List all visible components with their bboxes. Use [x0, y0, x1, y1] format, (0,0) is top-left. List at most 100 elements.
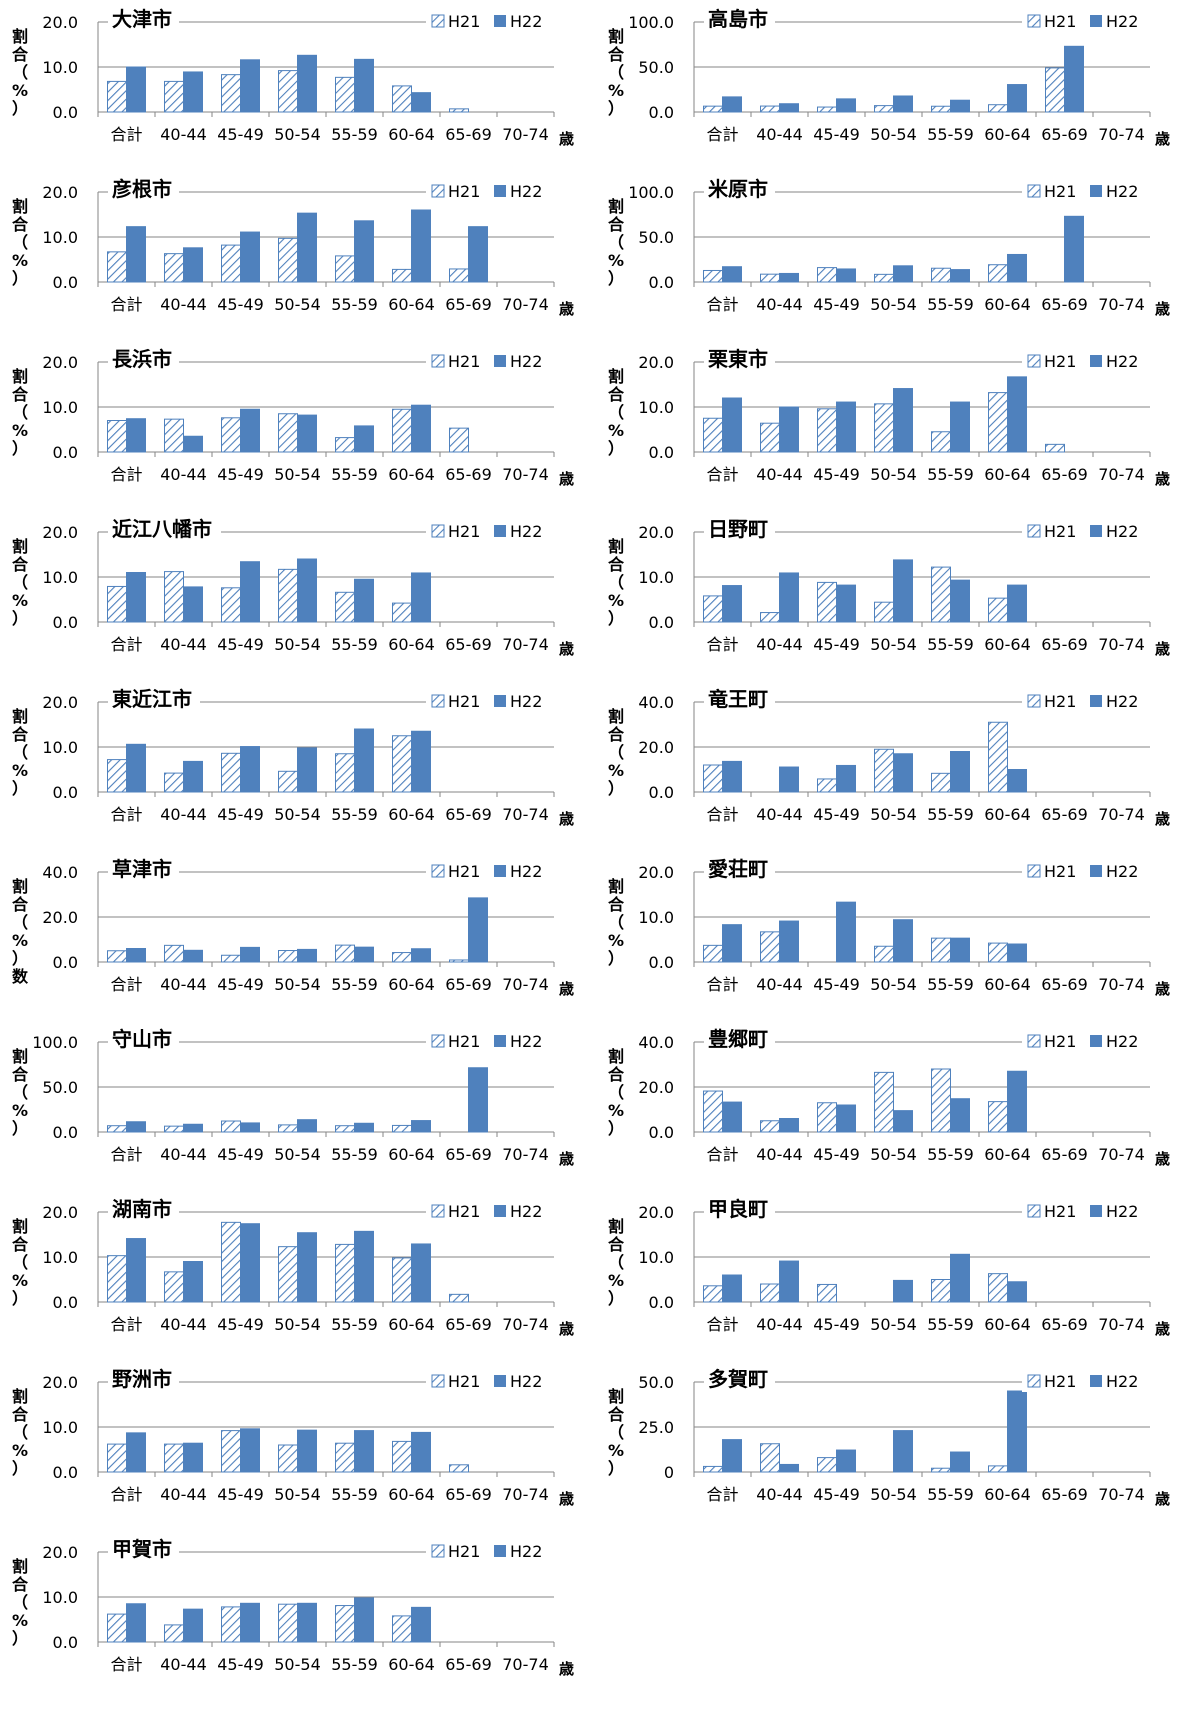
x-tick-label: 70-74 — [1098, 125, 1145, 144]
bar-h22 — [950, 579, 970, 623]
bar-h22 — [1007, 584, 1027, 623]
y-axis-label: % — [12, 761, 28, 780]
y-tick-label: 40.0 — [638, 1033, 674, 1052]
y-axis-label: 数 — [12, 967, 29, 986]
bar-h22 — [297, 558, 317, 623]
bar-h21 — [817, 408, 837, 453]
y-axis-label: ） — [608, 1119, 624, 1138]
x-tick-label: 45-49 — [813, 295, 860, 314]
x-tick-label: 45-49 — [217, 1145, 264, 1164]
y-tick-label: 0.0 — [649, 273, 674, 292]
x-tick-label: 70-74 — [1098, 1315, 1145, 1334]
bar-h22 — [354, 425, 374, 453]
legend-bg — [426, 10, 558, 32]
bar-h22 — [893, 95, 913, 113]
y-tick-label: 100.0 — [628, 183, 674, 202]
bar-h22 — [722, 266, 742, 283]
y-axis-label: ） — [608, 99, 624, 118]
bar-h22 — [183, 1123, 203, 1133]
x-tick-label: 65-69 — [445, 805, 492, 824]
x-unit-label: 歳 — [1155, 130, 1170, 148]
bar-h22 — [893, 753, 913, 793]
x-tick-label: 70-74 — [502, 465, 549, 484]
bar-h22 — [722, 96, 742, 113]
y-axis-label: 合 — [12, 215, 29, 234]
bar-h22 — [893, 388, 913, 453]
bar-h22 — [411, 572, 431, 623]
bar-h22 — [240, 1602, 260, 1643]
legend-label-h21: H21 — [448, 692, 480, 711]
bar-h22 — [722, 397, 742, 453]
legend-swatch-h21 — [1027, 524, 1041, 538]
title-bg — [108, 856, 179, 880]
bar-h21 — [931, 566, 951, 623]
y-axis-label: 割 — [12, 1387, 28, 1406]
bar-h21 — [335, 1442, 355, 1473]
bar-h21 — [392, 952, 412, 963]
y-tick-label: 25.0 — [638, 1418, 674, 1437]
x-tick-label: 55-59 — [927, 1485, 974, 1504]
x-tick-label: 40-44 — [160, 1315, 207, 1334]
y-axis-label: % — [12, 81, 28, 100]
x-tick-label: 60-64 — [984, 635, 1031, 654]
x-tick-label: 70-74 — [502, 635, 549, 654]
x-tick-label: 60-64 — [388, 1315, 435, 1334]
bar-h22 — [183, 949, 203, 963]
y-axis-label: 割 — [608, 877, 624, 896]
y-tick-label: 0.0 — [53, 783, 78, 802]
bar-h22 — [240, 408, 260, 453]
legend-swatch-h22 — [494, 695, 506, 707]
bar-h21 — [221, 417, 241, 453]
x-tick-label: 65-69 — [445, 465, 492, 484]
chart-panel: 0.0 50.0 100.0 合計 40-44 45-49 50-54 55-59 60-64 6… — [596, 174, 1186, 334]
bar-h22 — [779, 766, 799, 793]
y-axis-label: 合 — [608, 385, 625, 404]
y-axis-label: （ — [12, 403, 28, 422]
bar-h21 — [988, 942, 1008, 963]
legend-label-h21: H21 — [1044, 352, 1076, 371]
legend-label-h21: H21 — [448, 1202, 480, 1221]
y-tick-label: 20.0 — [638, 738, 674, 757]
bar-h21 — [278, 568, 298, 623]
bar-h22 — [950, 269, 970, 283]
bar-h22 — [779, 572, 799, 623]
x-tick-label: 40-44 — [756, 465, 803, 484]
x-tick-label: 60-64 — [388, 805, 435, 824]
legend-swatch-h21 — [431, 1374, 445, 1388]
y-tick-label: 0.0 — [649, 1293, 674, 1312]
chart-panel: 0.0 50.0 100.0 合計 40-44 45-49 50-54 55-59 60-64 6… — [596, 4, 1186, 164]
x-unit-label: 歳 — [559, 470, 574, 488]
legend-swatch-h22 — [1090, 355, 1102, 367]
y-tick-label: 0.0 — [53, 613, 78, 632]
legend-label-h22: H22 — [1106, 1032, 1138, 1051]
y-axis-label: % — [608, 1441, 624, 1460]
bar-h22 — [183, 247, 203, 283]
chart-panel: 0.0 10.0 20.0 合計 40-44 45-49 50-54 55-59 60-64 65… — [0, 4, 590, 164]
legend-swatch-h21 — [1027, 354, 1041, 368]
legend-bg — [426, 180, 558, 202]
legend-bg — [426, 350, 558, 372]
bar-h22 — [893, 559, 913, 623]
bar-h22 — [411, 1120, 431, 1133]
bar-h22 — [183, 760, 203, 793]
y-axis-label: 合 — [12, 1575, 29, 1594]
x-tick-label: 合計 — [706, 125, 738, 144]
x-tick-label: 合計 — [706, 635, 738, 654]
x-tick-label: 40-44 — [756, 1315, 803, 1334]
y-axis-label: 割 — [608, 1387, 624, 1406]
y-axis-label: % — [608, 761, 624, 780]
y-axis-label: % — [12, 1441, 28, 1460]
x-tick-label: 50-54 — [870, 635, 917, 654]
y-axis-label: % — [12, 591, 28, 610]
bar-h22 — [836, 584, 856, 623]
y-tick-label: 10.0 — [42, 738, 78, 757]
y-tick-label: 50.0 — [638, 58, 674, 77]
bar-chart: 0.0 50.0 100.0 合計 40-44 45-49 50-54 55-59 60-64 6… — [608, 6, 1170, 148]
legend-label-h22: H22 — [510, 1542, 542, 1561]
y-axis-label: 合 — [608, 555, 625, 574]
bar-h21 — [392, 1124, 412, 1133]
x-tick-label: 65-69 — [445, 1655, 492, 1674]
legend-swatch-h21 — [431, 14, 445, 28]
bar-h22 — [950, 937, 970, 963]
y-axis-label: 合 — [12, 555, 29, 574]
